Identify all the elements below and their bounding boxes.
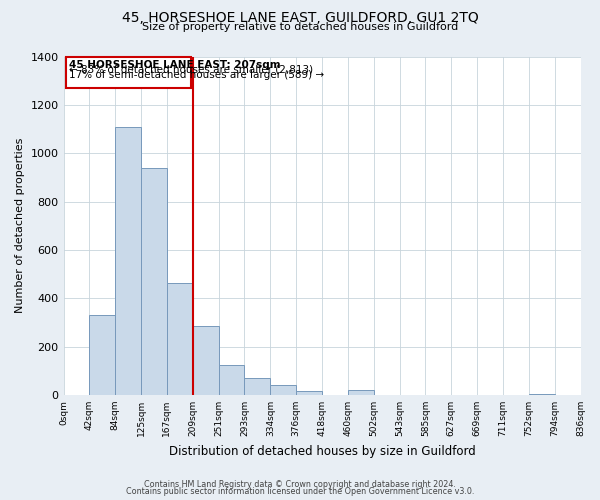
- Text: 17% of semi-detached houses are larger (589) →: 17% of semi-detached houses are larger (…: [70, 70, 325, 80]
- Bar: [348, 390, 374, 395]
- Bar: [218, 364, 244, 395]
- Bar: [244, 378, 271, 395]
- Bar: [167, 282, 193, 395]
- Text: Size of property relative to detached houses in Guildford: Size of property relative to detached ho…: [142, 22, 458, 32]
- Text: Contains HM Land Registry data © Crown copyright and database right 2024.: Contains HM Land Registry data © Crown c…: [144, 480, 456, 489]
- Bar: [529, 394, 554, 395]
- Bar: [115, 126, 141, 395]
- Bar: [193, 326, 218, 395]
- Text: ← 83% of detached houses are smaller (2,813): ← 83% of detached houses are smaller (2,…: [70, 65, 314, 75]
- Y-axis label: Number of detached properties: Number of detached properties: [15, 138, 25, 314]
- Text: 45, HORSESHOE LANE EAST, GUILDFORD, GU1 2TQ: 45, HORSESHOE LANE EAST, GUILDFORD, GU1 …: [122, 12, 478, 26]
- Text: 45 HORSESHOE LANE EAST: 207sqm: 45 HORSESHOE LANE EAST: 207sqm: [70, 60, 281, 70]
- Bar: [89, 315, 115, 395]
- Bar: [65, 57, 191, 88]
- Text: Contains public sector information licensed under the Open Government Licence v3: Contains public sector information licen…: [126, 487, 474, 496]
- Bar: [271, 384, 296, 395]
- Bar: [141, 168, 167, 395]
- X-axis label: Distribution of detached houses by size in Guildford: Distribution of detached houses by size …: [169, 444, 475, 458]
- Bar: [296, 390, 322, 395]
